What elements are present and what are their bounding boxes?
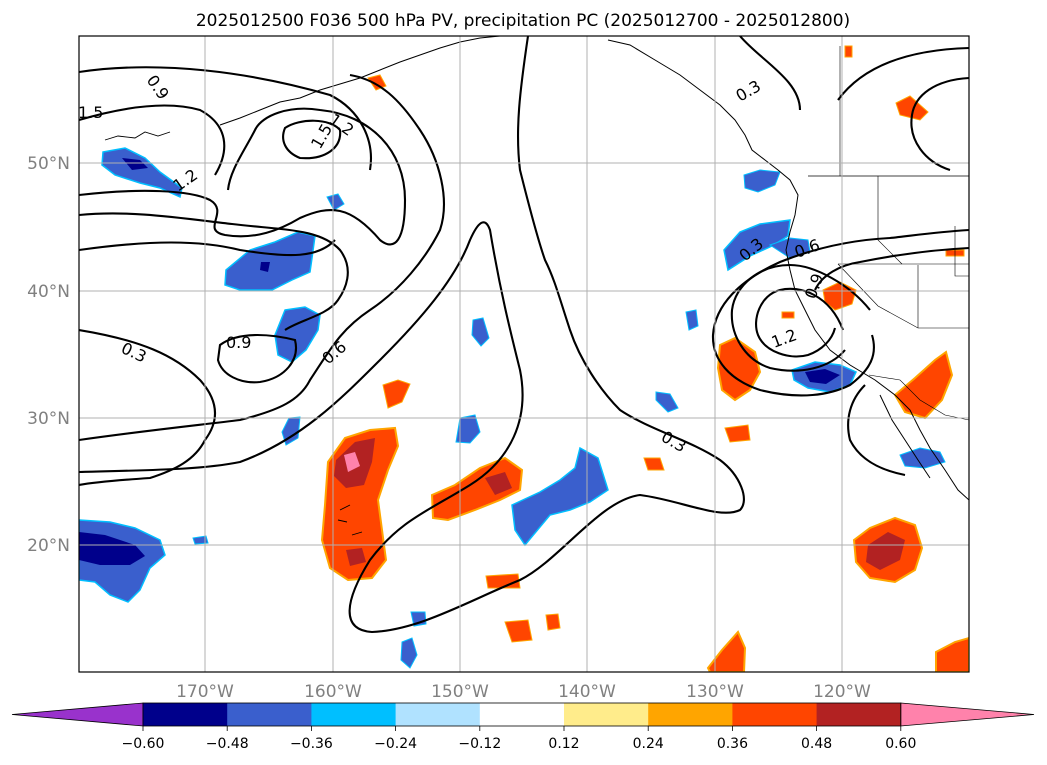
lon-label-130: 130°W — [686, 682, 744, 702]
colorbar-tick-label: 0.24 — [633, 736, 664, 752]
colorbar-swatch — [479, 703, 565, 726]
colorbar-tick-label: −0.36 — [290, 736, 333, 752]
colorbar-tick-label: −0.60 — [122, 736, 165, 752]
colorbar-swatch — [143, 703, 228, 726]
map-background — [79, 36, 969, 672]
lat-label-20: 20°N — [27, 536, 70, 556]
precip-negative-areas — [79, 147, 946, 669]
lat-label-40: 40°N — [27, 282, 70, 302]
colorbar-swatch — [395, 703, 481, 726]
lon-label-120: 120°W — [813, 682, 871, 702]
colorbar: −0.60 −0.48 −0.36 −0.24 −0.12 0.12 0.24 0.36 0.4… — [11, 702, 1035, 752]
colorbar-swatch — [311, 703, 397, 726]
colorbar-tick-label: −0.12 — [458, 736, 501, 752]
colorbar-swatch — [648, 703, 733, 726]
map-title: 2025012500 F036 500 hPa PV, precipitatio… — [196, 11, 850, 31]
colorbar-extend-low — [11, 702, 144, 727]
coastlines — [104, 36, 969, 536]
colorbar-swatch — [564, 703, 649, 726]
lon-labels: 170°W 160°W 150°W 140°W 130°W 120°W — [176, 682, 871, 702]
colorbar-swatch — [227, 703, 312, 726]
pv-contours — [79, 36, 969, 634]
colorbar-tick-label: −0.48 — [206, 736, 249, 752]
colorbar-tick-label: 0.36 — [717, 736, 748, 752]
colorbar-tick-label: 0.12 — [548, 736, 579, 752]
colorbar-tick-label: −0.24 — [374, 736, 417, 752]
map-panel: 1.5 0.9 1.2 1.5 1.2 0.9 0.3 0.6 0.3 0.3 … — [78, 35, 970, 673]
colorbar-tick-label: 0.60 — [885, 736, 916, 752]
lon-label-150: 150°W — [431, 682, 489, 702]
lon-label-160: 160°W — [304, 682, 362, 702]
colorbar-swatch — [816, 703, 902, 726]
contour-label: 0.9 — [226, 333, 251, 352]
lon-label-170: 170°W — [176, 682, 234, 702]
lat-label-50: 50°N — [27, 154, 70, 174]
colorbar-swatch — [732, 703, 818, 726]
precip-positive-areas — [320, 45, 969, 672]
lat-labels: 50°N 40°N 30°N 20°N — [27, 154, 70, 556]
colorbar-outline — [142, 702, 902, 727]
lon-label-140: 140°W — [558, 682, 616, 702]
map-frame — [78, 35, 970, 673]
contour-label: 1.5 — [78, 103, 103, 122]
colorbar-tick-label: 0.48 — [801, 736, 832, 752]
gridlines — [79, 36, 969, 672]
colorbar-extend-high — [900, 702, 1035, 727]
lat-label-30: 30°N — [27, 409, 70, 429]
